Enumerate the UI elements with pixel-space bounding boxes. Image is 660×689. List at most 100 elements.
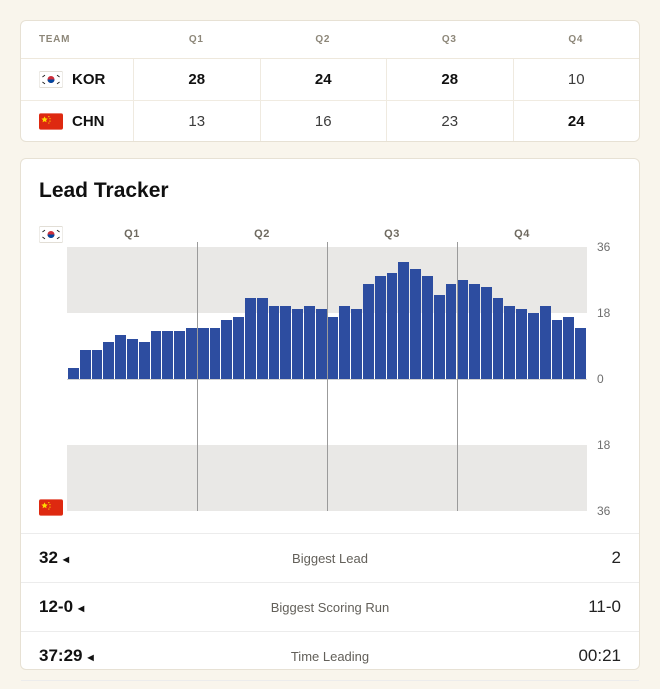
- lead-bar: [233, 316, 244, 379]
- lead-bar: [421, 276, 433, 379]
- lead-bar: [327, 316, 339, 379]
- col-header-q3: Q3: [441, 34, 457, 45]
- lead-tracker-title: Lead Tracker: [39, 179, 169, 202]
- score-chn-q4: 24: [512, 101, 640, 141]
- lead-bar: [292, 309, 303, 379]
- team-code: KOR: [72, 71, 106, 88]
- lead-bar: [492, 298, 504, 379]
- lead-bar: [410, 269, 421, 379]
- lead-tracker-card: Lead Tracker Q1: [20, 158, 640, 681]
- lead-bar: [103, 342, 115, 379]
- team-code: CHN: [72, 112, 105, 130]
- quarter-label-q3: Q3: [384, 228, 400, 240]
- lead-bar: [469, 283, 480, 379]
- score-kor-q3: 28: [386, 59, 513, 100]
- lead-bar: [433, 294, 445, 379]
- leader-marker-icon: ◀: [78, 603, 85, 613]
- col-header-q4: Q4: [568, 34, 584, 45]
- lead-bar: [457, 280, 469, 379]
- stat-left-value: 12-0 ◀: [39, 597, 179, 617]
- quarter-divider-q4: [457, 242, 458, 511]
- y-tick-36-bottom: 36: [597, 504, 611, 518]
- team-cell-chn: CHN: [21, 101, 133, 141]
- lead-bar: [138, 342, 150, 379]
- table-row-kor: KOR 28 24 28 10: [21, 59, 639, 100]
- time-leading-chn: 00:21: [578, 646, 621, 665]
- lead-bar: [91, 349, 103, 379]
- lead-bar: [150, 331, 162, 379]
- lead-plot: [67, 242, 587, 511]
- lead-bar: [268, 305, 280, 379]
- stat-row-time-leading: 37:29 ◀ Time Leading 00:21: [21, 632, 639, 681]
- lead-bar: [174, 331, 185, 379]
- stat-left-value: 37:29 ◀: [39, 646, 179, 666]
- lead-bar: [197, 327, 209, 379]
- lead-bar: [398, 261, 410, 379]
- quarter-label-q2: Q2: [254, 228, 270, 240]
- lead-bar: [185, 327, 197, 379]
- quarter-labels: Q1 Q2 Q3 Q4: [67, 221, 587, 247]
- lead-bar: [115, 335, 126, 379]
- lead-bar: [244, 298, 256, 379]
- chart-top-flag-cell: [39, 221, 67, 247]
- lead-bar: [445, 283, 457, 379]
- stat-row-biggest-scoring-run: 12-0 ◀ Biggest Scoring Run 11-0: [21, 583, 639, 632]
- lead-bar: [351, 309, 362, 379]
- chart-bottom-flag-cell: [39, 247, 67, 516]
- stat-label: Biggest Lead: [292, 550, 368, 566]
- lead-bar: [528, 313, 539, 379]
- scoring-run-kor: 12-0: [39, 597, 74, 616]
- team-cell-kor: KOR: [21, 59, 133, 100]
- lead-bar: [79, 349, 91, 379]
- score-chn-q2: 16: [259, 101, 387, 141]
- lead-bars: [67, 247, 587, 379]
- score-kor-q4: 10: [512, 59, 640, 100]
- lead-bar: [504, 305, 516, 379]
- score-kor-q2: 24: [259, 59, 387, 100]
- lead-bar: [551, 320, 563, 379]
- chn-flag-icon: [39, 112, 63, 130]
- stats-list: 32 ◀ Biggest Lead 2 12-0 ◀ Biggest Scori…: [21, 533, 639, 681]
- time-leading-kor: 37:29: [39, 646, 83, 665]
- lead-bar: [68, 368, 79, 379]
- stat-label: Biggest Scoring Run: [270, 599, 390, 615]
- lead-bar: [315, 309, 327, 379]
- leader-marker-icon: ◀: [62, 554, 70, 564]
- y-tick-36-top: 36: [597, 240, 611, 254]
- lead-tracker-chart: Q1 Q2 Q3 Q4: [39, 221, 621, 518]
- score-table-card: TEAM Q1 Q2 Q3 Q4: [20, 20, 640, 142]
- lead-bar: [374, 276, 386, 379]
- lead-bar: [563, 316, 575, 379]
- col-header-team: TEAM: [39, 34, 71, 45]
- lead-bar: [303, 305, 315, 379]
- y-tick-0: 0: [597, 372, 604, 386]
- lead-bar: [126, 338, 138, 379]
- lead-bar: [339, 305, 351, 379]
- stat-left-value: 32 ◀: [39, 548, 179, 568]
- lead-bar: [516, 309, 528, 379]
- kor-flag-icon: [39, 71, 63, 88]
- lead-bar: [362, 283, 374, 379]
- score-chn-q1: 13: [133, 101, 260, 141]
- lead-bar: [162, 331, 174, 379]
- score-table-header: TEAM Q1 Q2 Q3 Q4: [21, 21, 639, 59]
- score-chn-q3: 23: [386, 101, 513, 141]
- kor-flag-icon: [39, 225, 63, 243]
- stat-row-biggest-lead: 32 ◀ Biggest Lead 2: [21, 534, 639, 583]
- biggest-lead-kor: 32: [39, 548, 58, 567]
- page: TEAM Q1 Q2 Q3 Q4: [20, 20, 640, 681]
- biggest-lead-chn: 2: [611, 548, 621, 567]
- y-axis-labels: 36 18 0 18 36: [587, 240, 621, 518]
- lead-bar: [539, 305, 551, 379]
- quarter-divider-q2: [197, 242, 198, 511]
- lead-bar: [575, 327, 587, 379]
- lead-bar: [480, 287, 492, 379]
- stat-label: Time Leading: [290, 648, 370, 664]
- lead-bar: [386, 272, 398, 379]
- chn-flag-icon: [39, 499, 63, 516]
- col-header-q2: Q2: [315, 34, 331, 45]
- leader-marker-icon: ◀: [87, 652, 94, 662]
- quarter-label-q4: Q4: [514, 228, 530, 240]
- table-row-chn: CHN 13 16 23 24: [21, 100, 639, 141]
- quarter-label-q1: Q1: [124, 228, 140, 240]
